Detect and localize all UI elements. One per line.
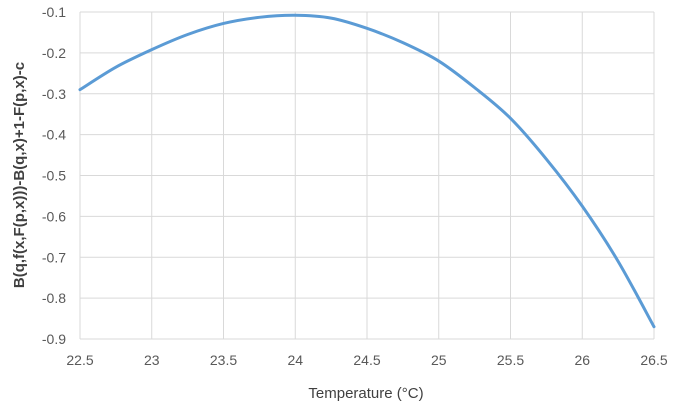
y-tick-label: -0.8 <box>42 290 66 306</box>
x-tick-label: 22.5 <box>66 352 93 368</box>
x-tick-label: 24 <box>287 352 303 368</box>
x-tick-label: 23 <box>144 352 160 368</box>
y-tick-label: -0.6 <box>42 208 66 224</box>
x-axis-title: Temperature (°C) <box>308 385 423 402</box>
x-tick-label: 24.5 <box>353 352 380 368</box>
y-tick-label: -0.5 <box>42 168 66 184</box>
x-tick-labels: 22.5 23 23.5 24 24.5 25 25.5 26 26.5 <box>66 352 667 368</box>
gridlines <box>79 11 655 340</box>
y-tick-label: -0.4 <box>42 127 66 143</box>
x-tick-label: 23.5 <box>210 352 237 368</box>
series-line <box>78 13 656 329</box>
y-tick-labels: -0.1 -0.2 -0.3 -0.4 -0.5 -0.6 -0.7 -0.8 -0.9 <box>42 4 66 347</box>
x-tick-label: 25.5 <box>497 352 524 368</box>
y-tick-label: -0.2 <box>42 45 66 61</box>
y-tick-label: -0.1 <box>42 4 66 20</box>
y-tick-label: -0.3 <box>42 86 66 102</box>
y-axis-title: B(q,f(x,F(p,x)))-B(q,x)+1-F(p,x)-c <box>11 62 28 288</box>
y-tick-label: -0.7 <box>42 249 66 265</box>
y-tick-label: -0.9 <box>42 331 66 347</box>
x-tick-label: 25 <box>431 352 447 368</box>
x-tick-label: 26 <box>574 352 590 368</box>
x-tick-label: 26.5 <box>640 352 667 368</box>
